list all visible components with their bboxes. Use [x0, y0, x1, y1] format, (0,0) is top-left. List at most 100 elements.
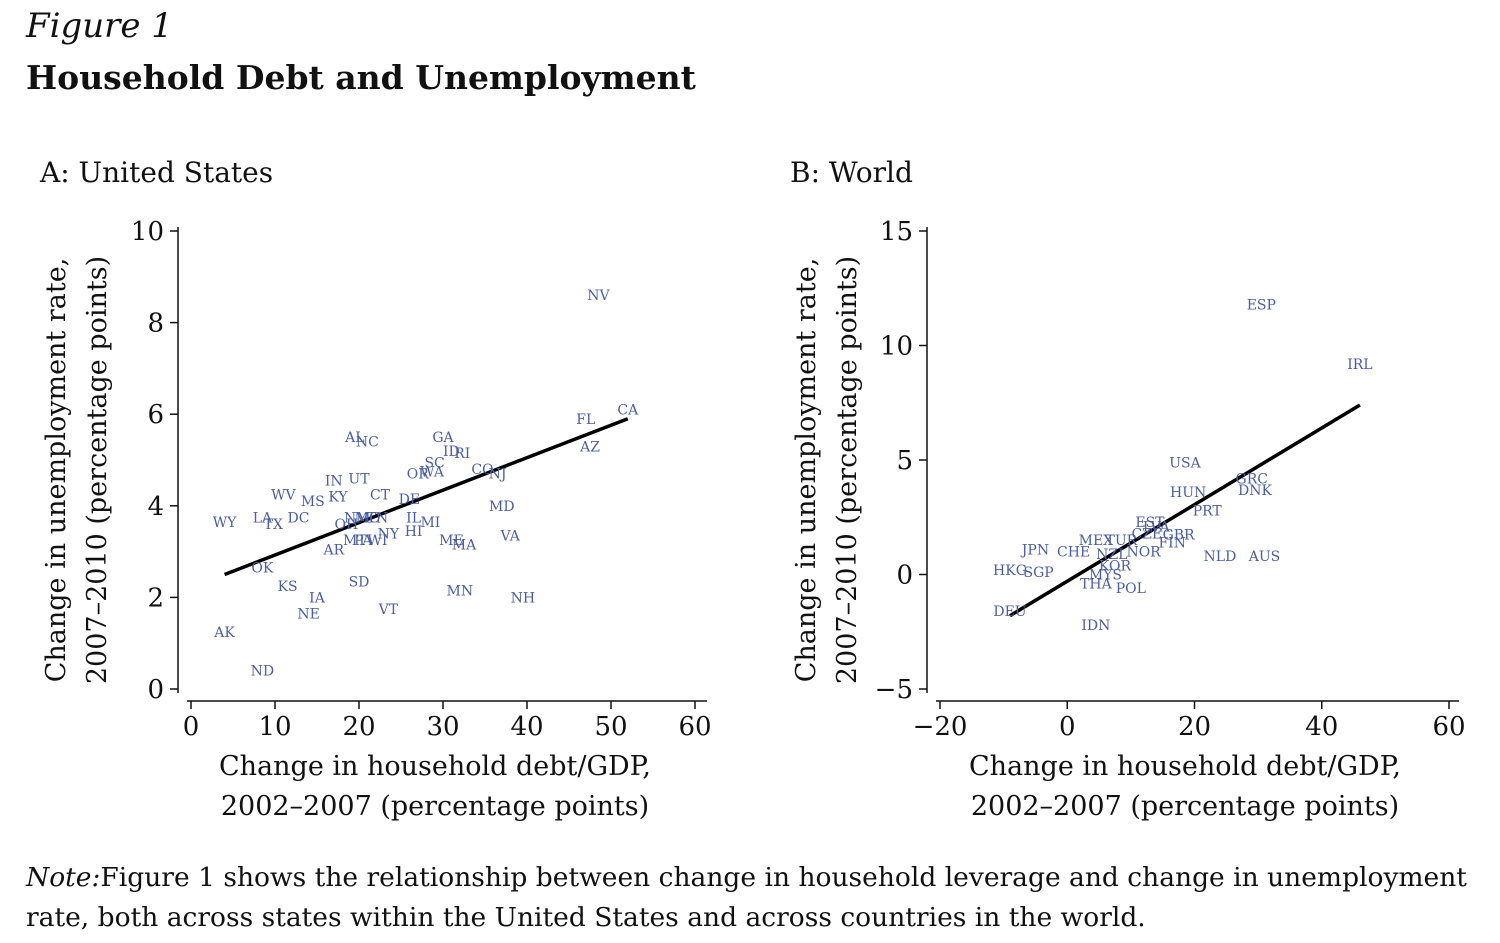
point-mt: MT: [343, 533, 367, 549]
point-idn: IDN: [1081, 618, 1110, 634]
panel-a-title: A: United States: [40, 156, 274, 189]
point-pa: PA: [354, 533, 373, 549]
point-nzl: NZL: [1096, 547, 1127, 563]
point-aus: AUS: [1248, 549, 1281, 565]
point-ok: OK: [251, 561, 273, 577]
point-me: ME: [439, 533, 464, 549]
y-tick-label: 4: [147, 492, 164, 522]
point-ms: MS: [301, 494, 325, 510]
y-tick-label: 0: [147, 675, 164, 705]
x-tick-label: 20: [1178, 712, 1211, 742]
x-tick-label: 10: [258, 712, 291, 742]
y-axis-title-line2: 2007–2010 (percentage points): [82, 256, 113, 684]
point-ak: AK: [213, 625, 235, 641]
fit-line: [1009, 403, 1361, 618]
point-hun: HUN: [1170, 485, 1206, 501]
point-mex: MEX: [1079, 533, 1114, 549]
point-ri: RI: [454, 446, 470, 462]
point-wa: WA: [420, 464, 445, 480]
point-esp: ESP: [1247, 297, 1276, 313]
point-pol: POL: [1116, 581, 1146, 597]
point-nh: NH: [511, 590, 535, 606]
x-tick-label: 20: [342, 712, 375, 742]
point-nor: NOR: [1126, 545, 1161, 561]
point-lva: LVA: [1143, 519, 1171, 535]
point-nd: ND: [251, 664, 274, 680]
y-tick-label: 10: [880, 332, 913, 362]
point-irl: IRL: [1347, 357, 1372, 373]
y-tick-label: −5: [875, 675, 913, 705]
point-sgp: SGP: [1024, 565, 1054, 581]
point-in: IN: [325, 474, 343, 490]
point-grc: GRC: [1236, 471, 1268, 487]
point-vt: VT: [378, 602, 399, 618]
point-al: AL: [344, 430, 364, 446]
point-co: CO: [471, 462, 493, 478]
point-tur: TUR: [1105, 533, 1137, 549]
y-tick-label: 10: [131, 217, 164, 247]
y-axis-title-line1: Change in unemployment rate,: [41, 258, 72, 683]
y-axis-title-line1: Change in unemployment rate,: [791, 258, 822, 683]
figure-title: Household Debt and Unemployment: [26, 58, 696, 97]
point-hi: HI: [405, 524, 423, 540]
point-sc: SC: [424, 455, 444, 471]
point-che: CHE: [1057, 545, 1090, 561]
point-ne: NE: [297, 606, 319, 622]
point-usa: USA: [1169, 455, 1201, 471]
point-dnk: DNK: [1238, 483, 1272, 499]
point-nc: NC: [356, 435, 379, 451]
point-mn: MN: [447, 584, 474, 600]
point-ia: IA: [309, 590, 326, 606]
y-tick-label: 8: [147, 309, 164, 339]
x-tick-label: 60: [678, 712, 711, 742]
y-tick-label: 6: [147, 400, 164, 430]
point-ny: NY: [378, 526, 400, 542]
point-sd: SD: [349, 574, 370, 590]
y-tick-label: 0: [896, 561, 913, 591]
point-dc: DC: [288, 510, 310, 526]
point-mys: MYS: [1089, 568, 1122, 584]
x-axis-title-line1: Change in household debt/GDP,: [969, 751, 1401, 782]
point-oh: OH: [335, 517, 359, 533]
point-ks: KS: [278, 579, 298, 595]
point-nld: NLD: [1204, 549, 1237, 565]
point-tha: THA: [1080, 577, 1113, 593]
point-nv: NV: [587, 288, 610, 304]
x-tick-label: 60: [1432, 712, 1465, 742]
point-or: OR: [407, 467, 429, 483]
point-mi: MI: [420, 515, 440, 531]
x-axis-title-line2: 2002–2007 (percentage points): [971, 791, 1399, 822]
note-text: Figure 1 shows the relationship between …: [26, 862, 1467, 933]
point-az: AZ: [579, 439, 600, 455]
point-nj: NJ: [489, 467, 507, 483]
x-axis-title-line2: 2002–2007 (percentage points): [221, 791, 649, 822]
point-wv: WV: [271, 487, 296, 503]
point-mo: MO: [354, 510, 380, 526]
point-deu: DEU: [993, 604, 1026, 620]
point-va: VA: [500, 529, 521, 545]
point-la: LA: [253, 510, 273, 526]
point-kor: KOR: [1099, 558, 1132, 574]
point-de: DE: [399, 492, 420, 508]
point-il: IL: [406, 510, 421, 526]
point-wi: WI: [368, 533, 388, 549]
note-label: Note:: [26, 862, 101, 893]
point-ma: MA: [452, 538, 477, 554]
point-ar: AR: [322, 542, 344, 558]
point-tn: TN: [367, 510, 389, 526]
point-fin: FIN: [1158, 535, 1186, 551]
y-axis-title-line2: 2007–2010 (percentage points): [832, 256, 863, 684]
x-tick-label: 0: [183, 712, 200, 742]
y-tick-label: 2: [147, 583, 164, 613]
y-tick-label: 15: [880, 217, 913, 247]
panel-b-title: B: World: [790, 156, 913, 189]
point-est: EST: [1135, 515, 1165, 531]
point-ct: CT: [370, 487, 391, 503]
y-tick-label: 5: [896, 446, 913, 476]
figure-label: Figure 1: [26, 6, 173, 46]
point-ky: KY: [328, 490, 348, 506]
figure-note: Note:Figure 1 shows the relationship bet…: [26, 858, 1496, 938]
x-tick-label: 30: [426, 712, 459, 742]
x-axis-title-line1: Change in household debt/GDP,: [219, 751, 651, 782]
